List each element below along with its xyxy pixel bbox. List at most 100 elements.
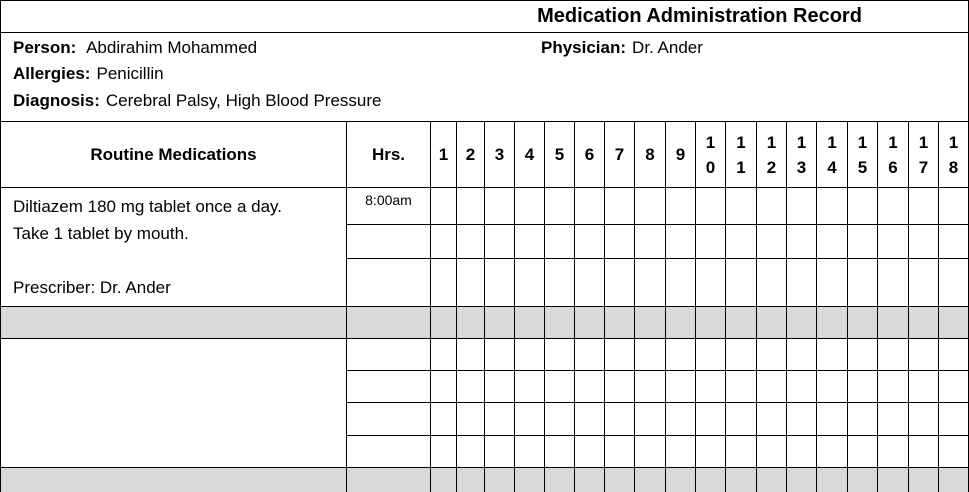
administration-cell-day-8[interactable] [634,338,666,371]
administration-cell-day-10[interactable] [695,435,726,468]
administration-cell-day-3[interactable] [484,370,515,403]
administration-cell-day-1[interactable] [430,435,457,468]
administration-cell-day-7[interactable] [604,370,635,403]
administration-cell-day-13[interactable] [786,187,817,225]
hour-cell[interactable] [346,402,431,436]
administration-cell-day-16[interactable] [877,435,909,468]
administration-cell-day-12[interactable] [756,258,787,307]
administration-cell-day-15[interactable] [847,258,878,307]
administration-cell-day-11[interactable] [725,187,757,225]
administration-cell-day-15[interactable] [847,435,878,468]
administration-cell-day-18[interactable] [938,187,969,225]
administration-cell-day-3[interactable] [484,223,515,260]
administration-cell-day-12[interactable] [756,402,787,436]
administration-cell-day-16[interactable] [877,223,909,260]
administration-cell-day-6[interactable] [574,338,605,371]
administration-cell-day-13[interactable] [786,370,817,403]
administration-cell-day-10[interactable] [695,338,726,371]
administration-cell-day-16[interactable] [877,338,909,371]
administration-cell-day-15[interactable] [847,402,878,436]
administration-cell-day-4[interactable] [514,258,545,307]
administration-cell-day-5[interactable] [544,223,575,260]
administration-cell-day-6[interactable] [574,435,605,468]
administration-cell-day-5[interactable] [544,338,575,371]
administration-cell-day-16[interactable] [877,258,909,307]
administration-cell-day-17[interactable] [908,258,939,307]
administration-cell-day-7[interactable] [604,258,635,307]
administration-cell-day-15[interactable] [847,370,878,403]
administration-cell-day-1[interactable] [430,223,457,260]
administration-cell-day-9[interactable] [665,370,696,403]
administration-cell-day-17[interactable] [908,402,939,436]
administration-cell-day-7[interactable] [604,223,635,260]
administration-cell-day-14[interactable] [816,435,848,468]
administration-cell-day-2[interactable] [456,223,485,260]
administration-cell-day-6[interactable] [574,402,605,436]
administration-cell-day-13[interactable] [786,223,817,260]
hour-cell[interactable]: 8:00am [346,187,431,225]
administration-cell-day-2[interactable] [456,338,485,371]
administration-cell-day-6[interactable] [574,258,605,307]
administration-cell-day-8[interactable] [634,370,666,403]
administration-cell-day-18[interactable] [938,370,969,403]
administration-cell-day-8[interactable] [634,223,666,260]
administration-cell-day-14[interactable] [816,338,848,371]
administration-cell-day-9[interactable] [665,223,696,260]
administration-cell-day-6[interactable] [574,370,605,403]
administration-cell-day-2[interactable] [456,187,485,225]
administration-cell-day-13[interactable] [786,402,817,436]
administration-cell-day-10[interactable] [695,223,726,260]
administration-cell-day-8[interactable] [634,402,666,436]
administration-cell-day-4[interactable] [514,402,545,436]
administration-cell-day-10[interactable] [695,258,726,307]
administration-cell-day-7[interactable] [604,435,635,468]
administration-cell-day-2[interactable] [456,435,485,468]
administration-cell-day-15[interactable] [847,187,878,225]
administration-cell-day-2[interactable] [456,370,485,403]
administration-cell-day-5[interactable] [544,435,575,468]
administration-cell-day-18[interactable] [938,338,969,371]
administration-cell-day-5[interactable] [544,187,575,225]
administration-cell-day-7[interactable] [604,402,635,436]
hour-cell[interactable] [346,435,431,468]
administration-cell-day-17[interactable] [908,223,939,260]
administration-cell-day-3[interactable] [484,435,515,468]
administration-cell-day-18[interactable] [938,435,969,468]
administration-cell-day-18[interactable] [938,223,969,260]
administration-cell-day-5[interactable] [544,402,575,436]
administration-cell-day-10[interactable] [695,370,726,403]
administration-cell-day-14[interactable] [816,223,848,260]
administration-cell-day-11[interactable] [725,435,757,468]
administration-cell-day-12[interactable] [756,223,787,260]
administration-cell-day-1[interactable] [430,370,457,403]
administration-cell-day-12[interactable] [756,338,787,371]
administration-cell-day-14[interactable] [816,258,848,307]
administration-cell-day-3[interactable] [484,402,515,436]
administration-cell-day-18[interactable] [938,402,969,436]
hour-cell[interactable] [346,223,431,260]
administration-cell-day-4[interactable] [514,370,545,403]
administration-cell-day-11[interactable] [725,258,757,307]
administration-cell-day-17[interactable] [908,338,939,371]
administration-cell-day-9[interactable] [665,338,696,371]
administration-cell-day-3[interactable] [484,338,515,371]
administration-cell-day-8[interactable] [634,435,666,468]
administration-cell-day-9[interactable] [665,258,696,307]
administration-cell-day-11[interactable] [725,223,757,260]
administration-cell-day-8[interactable] [634,187,666,225]
hour-cell[interactable] [346,258,431,307]
administration-cell-day-5[interactable] [544,370,575,403]
administration-cell-day-9[interactable] [665,402,696,436]
administration-cell-day-7[interactable] [604,338,635,371]
administration-cell-day-11[interactable] [725,370,757,403]
administration-cell-day-14[interactable] [816,370,848,403]
administration-cell-day-1[interactable] [430,338,457,371]
administration-cell-day-2[interactable] [456,402,485,436]
administration-cell-day-4[interactable] [514,338,545,371]
administration-cell-day-8[interactable] [634,258,666,307]
administration-cell-day-6[interactable] [574,187,605,225]
administration-cell-day-11[interactable] [725,402,757,436]
administration-cell-day-5[interactable] [544,258,575,307]
administration-cell-day-3[interactable] [484,187,515,225]
administration-cell-day-15[interactable] [847,223,878,260]
